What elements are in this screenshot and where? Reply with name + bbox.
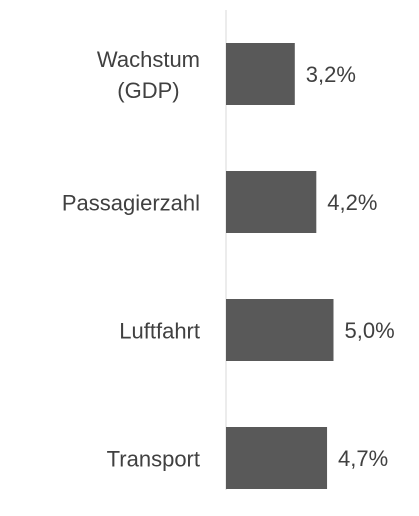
category-label: Luftfahrt [119, 318, 200, 344]
bar [226, 299, 334, 361]
value-label: 3,2% [306, 62, 356, 87]
value-label: 4,7% [338, 446, 388, 471]
bar [226, 171, 317, 233]
category-label: Passagierzahl [61, 190, 200, 216]
category-label: Wachstum (GDP) [96, 47, 200, 103]
value-label: 4,2% [327, 190, 377, 215]
bar [226, 43, 295, 105]
category-label: Transport [106, 446, 200, 472]
bar [226, 427, 328, 489]
value-label: 5,0% [345, 318, 395, 343]
